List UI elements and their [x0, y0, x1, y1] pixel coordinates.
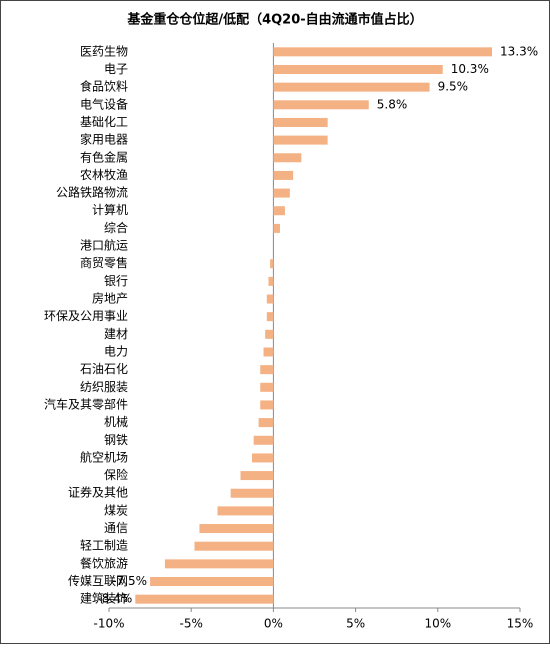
y-tick-label: 建材 — [104, 327, 128, 341]
bar — [270, 259, 274, 269]
x-tick-label: -5% — [180, 617, 203, 631]
bar — [273, 100, 369, 110]
y-tick-label: 综合 — [104, 220, 128, 235]
y-tick-label: 电气设备 — [80, 96, 128, 111]
y-tick-label: 港口航运 — [80, 238, 128, 253]
value-label: 10.3% — [451, 62, 489, 76]
bar — [273, 170, 294, 180]
y-tick-label: 商贸零售 — [80, 255, 128, 270]
bar — [263, 347, 274, 357]
y-tick-label: 环保及公用事业 — [44, 309, 128, 323]
bar — [164, 559, 274, 569]
y-tick-label: 医药生物 — [80, 44, 128, 58]
y-tick-label: 家用电器 — [80, 132, 128, 147]
x-tick-label: 10% — [424, 617, 451, 631]
x-tick-label: 0% — [264, 617, 283, 631]
y-tick-label: 传媒互联网 — [68, 573, 128, 588]
bar — [194, 541, 274, 551]
bar — [273, 82, 430, 92]
bar — [273, 64, 443, 74]
bar — [265, 329, 274, 339]
bar — [273, 223, 280, 233]
y-tick-label: 汽车及其零部件 — [44, 396, 128, 411]
bar — [260, 382, 274, 392]
y-tick-label: 计算机 — [92, 202, 128, 217]
value-label: 13.3% — [500, 44, 538, 58]
bar — [273, 47, 493, 57]
bar — [260, 400, 274, 410]
y-tick-label: 航空机场 — [80, 449, 128, 464]
y-tick-label: 有色金属 — [80, 149, 128, 164]
bar — [273, 117, 328, 127]
y-tick-label: 纺织服装 — [80, 380, 128, 394]
y-tick-label: 农林牧渔 — [80, 168, 128, 182]
bar — [273, 135, 328, 145]
y-tick-label: 保险 — [104, 467, 128, 482]
value-label: 5.8% — [377, 97, 408, 111]
bar — [273, 188, 290, 198]
y-tick-label: 证券及其他 — [68, 485, 128, 500]
x-tick-label: 5% — [346, 617, 365, 631]
y-tick-label: 石油石化 — [80, 362, 128, 376]
y-tick-label: 煤炭 — [104, 503, 128, 517]
y-tick-label: 电力 — [104, 344, 128, 358]
y-tick-label: 机械 — [104, 414, 128, 429]
bar — [273, 206, 285, 216]
bar — [135, 594, 274, 604]
y-tick-label: 基础化工 — [80, 115, 128, 129]
y-tick-label: 食品饮料 — [80, 79, 128, 94]
y-tick-label: 房地产 — [92, 291, 128, 306]
bar — [268, 276, 274, 286]
y-tick-label: 餐饮旅游 — [80, 555, 128, 570]
y-tick-label: 通信 — [104, 521, 128, 535]
value-label: -8.4% — [97, 592, 132, 606]
bar — [273, 153, 302, 163]
y-tick-label: 银行 — [104, 274, 128, 288]
y-tick-label: 公路铁路物流 — [56, 185, 128, 200]
y-tick-label: 电子 — [104, 62, 128, 76]
y-tick-label: 钢铁 — [104, 433, 128, 447]
bar — [266, 312, 274, 322]
x-tick-label: 15% — [507, 617, 534, 631]
y-tick-label: 轻工制造 — [80, 539, 128, 553]
bar — [253, 435, 274, 445]
value-label: 9.5% — [438, 80, 469, 94]
bar — [258, 418, 274, 428]
bar — [199, 524, 274, 534]
bar — [260, 365, 274, 375]
value-label: -7.5% — [112, 574, 147, 588]
bar — [252, 453, 274, 463]
x-tick-label: -10% — [93, 617, 124, 631]
chart-title: 基金重仓仓位超/低配（4Q20-自由流通市值占比） — [126, 12, 422, 28]
bar — [266, 294, 274, 304]
bar — [230, 488, 274, 498]
bar — [240, 471, 274, 481]
bar — [217, 506, 274, 516]
y-tick-label: 建筑装饰 — [80, 591, 128, 606]
bar — [150, 577, 274, 587]
